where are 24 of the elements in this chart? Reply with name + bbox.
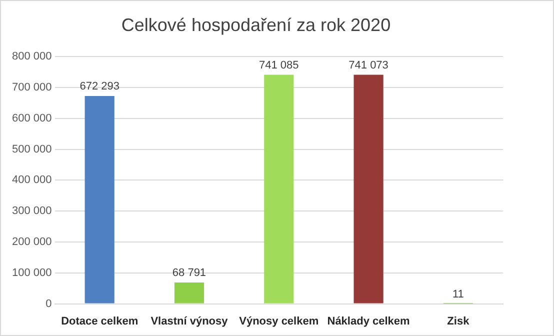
x-tick-label: Výnosy celkem: [239, 315, 319, 328]
x-tick-label: Zisk: [447, 315, 470, 328]
y-tick-label: 200 000: [12, 236, 52, 248]
y-tick-label: 600 000: [12, 112, 52, 124]
x-tick-label: Náklady celkem: [327, 315, 410, 328]
data-label: 672 293: [80, 80, 120, 93]
y-tick-label: 300 000: [12, 205, 52, 218]
y-tick-label: 400 000: [12, 174, 52, 186]
data-label: 11: [452, 288, 464, 300]
y-tick-label: 500 000: [12, 143, 52, 156]
bar: [84, 96, 114, 304]
chart-title: Celkové hospodaření za rok 2020: [121, 14, 391, 35]
data-label: 741 085: [259, 59, 299, 72]
data-label: 741 073: [348, 59, 388, 72]
x-tick-label: Dotace celkem: [61, 315, 138, 328]
x-tick-label: Vlastní výnosy: [150, 315, 229, 328]
y-tick-label: 100 000: [12, 266, 52, 279]
data-label: 68 791: [172, 267, 206, 280]
y-tick-label: 0: [46, 298, 52, 310]
y-tick-label: 800 000: [12, 50, 52, 63]
bar: [264, 74, 294, 304]
bar: [354, 74, 384, 304]
y-tick-label: 700 000: [12, 82, 52, 94]
bar: [174, 282, 204, 304]
